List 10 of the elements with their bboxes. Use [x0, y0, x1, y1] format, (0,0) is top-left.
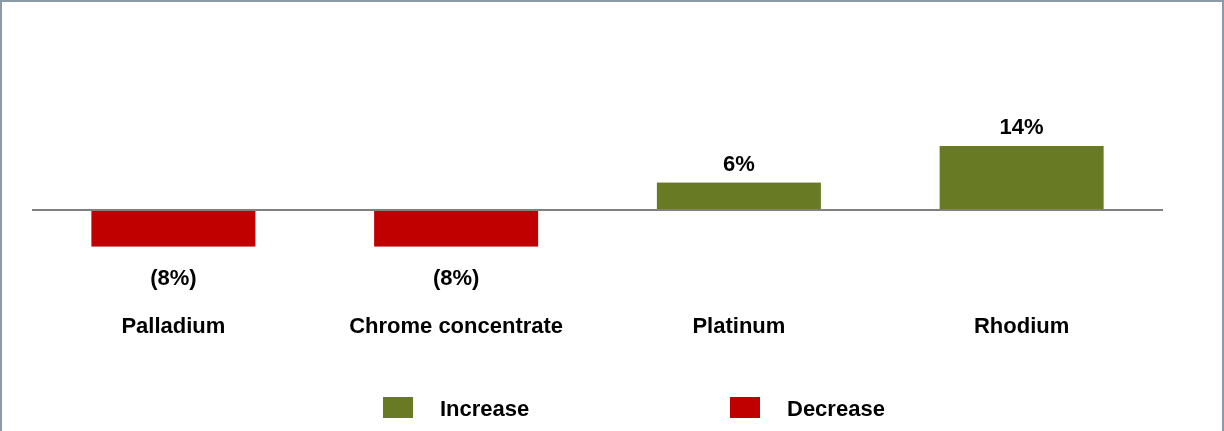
- data-label: (8%): [432, 264, 480, 290]
- data-label: (8%): [150, 264, 197, 290]
- x-tick-label: Palladium: [121, 313, 226, 338]
- x-tick-label: Rhodium: [973, 313, 1070, 338]
- legend-label: Decrease: [787, 396, 885, 421]
- x-tick-label: Platinum: [692, 313, 786, 338]
- x-tick-label: Chrome concentrate: [349, 313, 564, 338]
- legend-label: Increase: [440, 396, 530, 421]
- data-label: 14%: [999, 114, 1044, 139]
- data-label: 6%: [722, 150, 755, 176]
